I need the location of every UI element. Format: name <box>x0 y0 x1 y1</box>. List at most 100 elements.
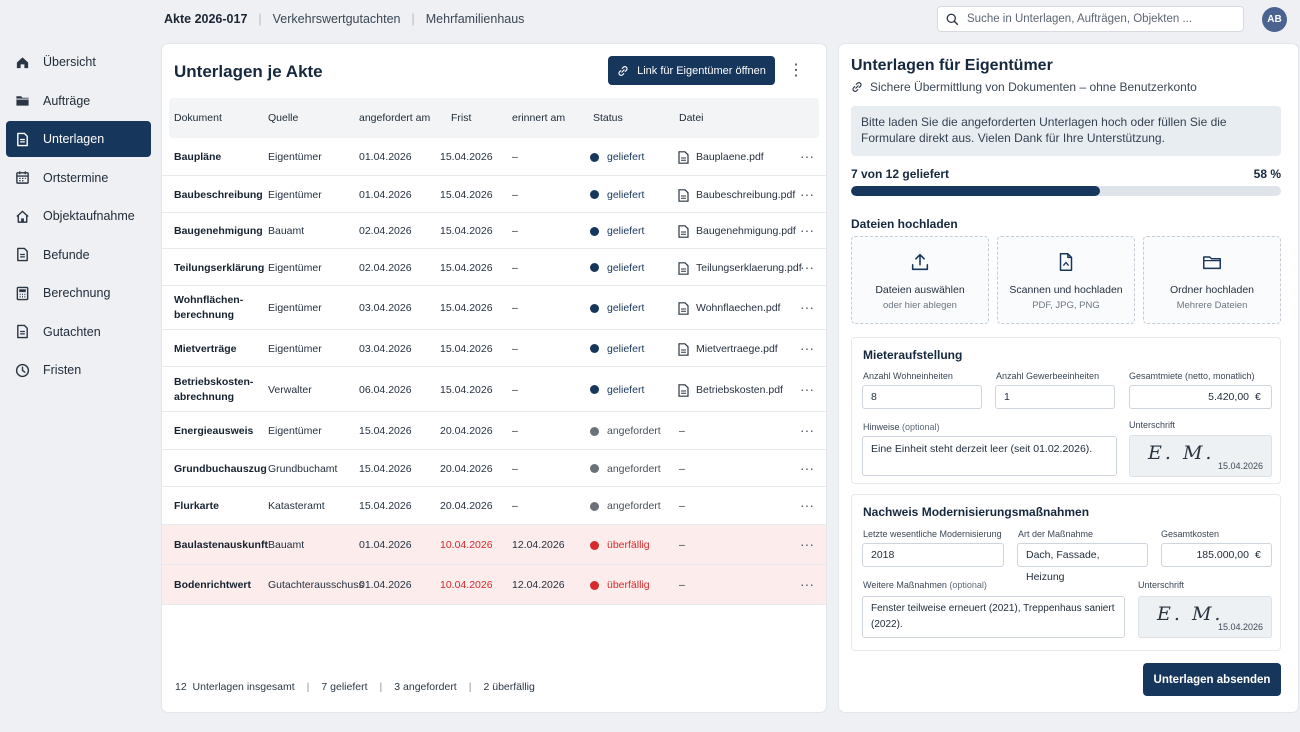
signature-date: 15.04.2026 <box>1217 461 1263 471</box>
breadcrumb-type[interactable]: Verkehrswertgutachten <box>272 12 401 26</box>
breadcrumb-file[interactable]: Akte 2026-017 <box>164 12 248 26</box>
document-name: Baubeschreibung <box>174 188 263 201</box>
column-header-quelle[interactable]: Quelle <box>268 112 299 124</box>
status-badge: geliefert <box>607 383 645 396</box>
open-owner-link-button[interactable]: Link für Eigentümer öffnen <box>608 56 775 85</box>
sidebar-item-objektaufnahme[interactable]: Objektaufnahme <box>6 198 151 234</box>
column-header-datei[interactable]: Datei <box>679 112 704 124</box>
info-box: Bitte laden Sie die angeforderten Unterl… <box>851 106 1281 156</box>
file-link[interactable]: Wohnflaechen.pdf <box>696 302 781 314</box>
row-more-icon[interactable]: ··· <box>800 258 814 275</box>
row-more-icon[interactable]: ··· <box>800 222 814 238</box>
link-icon <box>618 65 628 76</box>
owner-panel-subtitle-text: Sichere Übermittlung von Dokumenten – oh… <box>870 80 1197 94</box>
table-row[interactable]: Grundbuchauszug Grundbuchamt 15.04.2026 20.… <box>162 450 826 487</box>
total-rent-input[interactable]: 5.420,00 <box>1129 385 1272 409</box>
status-dot <box>590 226 599 236</box>
table-row[interactable]: Wohnflächen- berechnung Eigentümer 03.04.2… <box>162 286 826 330</box>
folder-icon <box>1203 256 1221 270</box>
modernization-year-label: Letzte wesentliche Modernisierung <box>863 529 1002 539</box>
calculator-icon <box>16 286 29 300</box>
sidebar-item-label: Gutachten <box>43 324 101 339</box>
table-row[interactable]: Flurkarte Katasteramt 15.04.2026 20.04.2026… <box>162 487 826 525</box>
upload-option-sub: Mehrere Dateien <box>1176 300 1248 311</box>
sidebar-item-label: Objektaufnahme <box>43 209 135 223</box>
search-input[interactable]: Suche in Unterlagen, Aufträgen, Objekten… <box>937 6 1244 32</box>
currency-label: € <box>1255 391 1261 403</box>
row-more-icon[interactable]: ··· <box>800 339 814 356</box>
modernization-year-input[interactable]: 2018 <box>862 543 1004 567</box>
sidebar-item-aufträge[interactable]: Aufträge <box>6 83 151 119</box>
reminded-date: – <box>512 302 518 314</box>
row-more-icon[interactable]: ··· <box>800 459 814 476</box>
row-more-icon[interactable]: ··· <box>800 148 814 164</box>
column-header-erinnert[interactable]: erinnert am <box>512 112 566 124</box>
notes-label: Hinweise (optional) <box>863 422 940 432</box>
file-link[interactable]: Bauplaene.pdf <box>696 151 764 163</box>
table-row[interactable]: Baugenehmigung Bauamt 02.04.2026 15.04.2026… <box>162 213 826 249</box>
table-row[interactable]: Bodenrichtwert Gutachterausschuss 01.04.20… <box>162 565 826 605</box>
table-row[interactable]: Baulastenauskunft Bauamt 01.04.2026 10.04.2… <box>162 525 826 565</box>
table-row[interactable]: Teilungserklärung Eigentümer 02.04.2026 15.… <box>162 249 826 286</box>
row-more-icon[interactable]: ··· <box>800 576 814 592</box>
file-link[interactable]: Baubeschreibung.pdf <box>696 188 796 201</box>
row-more-icon[interactable]: ··· <box>800 536 814 552</box>
modernization-form: Nachweis Modernisierungsmaßnahmen Letzte… <box>851 494 1281 651</box>
file-link: – <box>679 539 685 551</box>
file-link[interactable]: Teilungserklaerung.pdf <box>696 261 802 274</box>
file-link[interactable]: Betriebskosten.pdf <box>696 383 783 396</box>
row-more-icon[interactable]: ··· <box>800 380 814 397</box>
row-more-icon[interactable]: ··· <box>800 299 814 315</box>
sidebar-item-befunde[interactable]: Befunde <box>6 237 151 273</box>
status-badge: geliefert <box>607 225 645 237</box>
table-row[interactable]: Betriebskosten- abrechnung Verwalter 06.04… <box>162 367 826 412</box>
currency-label: € <box>1255 549 1261 561</box>
measure-type-input[interactable]: Dach, Fassade, Heizung <box>1017 543 1148 583</box>
row-more-icon[interactable]: ··· <box>800 422 814 438</box>
residential-units-input[interactable]: 8 <box>862 385 982 409</box>
more-options-icon[interactable]: ⋮ <box>788 62 804 79</box>
file-link[interactable]: Mietvertraege.pdf <box>696 342 778 355</box>
reminded-date: – <box>512 342 518 355</box>
scan-document-icon <box>1059 253 1073 271</box>
avatar[interactable]: AB <box>1262 7 1287 32</box>
document-name: Teilungserklärung <box>174 261 265 274</box>
column-header-dokument[interactable]: Dokument <box>174 112 222 124</box>
breadcrumb-object[interactable]: Mehrfamilienhaus <box>425 12 525 26</box>
owner-upload-panel: Unterlagen für Eigentümer Sichere Übermi… <box>839 44 1298 712</box>
signature-label: Unterschrift <box>1138 580 1185 590</box>
document-icon <box>17 324 28 339</box>
signature-date: 15.04.2026 <box>1217 622 1263 632</box>
summary-overdue: 2 überfällig <box>483 681 535 693</box>
table-row[interactable]: Mietverträge Eigentümer 03.04.2026 15.04.20… <box>162 330 826 367</box>
row-more-icon[interactable]: ··· <box>800 185 814 202</box>
folder-upload-dropzone[interactable]: Ordner hochladen Mehrere Dateien <box>1143 236 1281 324</box>
column-header-angefordert[interactable]: angefordert am <box>359 112 431 124</box>
status-badge: geliefert <box>607 261 645 274</box>
signature-field[interactable]: E. M. 15.04.2026 <box>1138 596 1272 638</box>
file-link[interactable]: Baugenehmigung.pdf <box>696 225 796 237</box>
row-more-icon[interactable]: ··· <box>800 497 814 513</box>
table-row[interactable]: Baupläne Eigentümer 01.04.2026 15.04.2026 – g… <box>162 138 826 176</box>
commercial-units-input[interactable]: 1 <box>995 385 1115 409</box>
sidebar-item-berechnung[interactable]: Berechnung <box>6 275 151 311</box>
table-row[interactable]: Energieausweis Eigentümer 15.04.2026 20.04.… <box>162 412 826 450</box>
sidebar-item-unterlagen[interactable]: Unterlagen <box>6 121 151 157</box>
upload-option-label: Dateien auswählen <box>875 284 965 296</box>
further-measures-textarea[interactable]: Fenster teilweise erneuert (2021), Trepp… <box>862 596 1125 638</box>
open-owner-link-label: Link für Eigentümer öffnen <box>637 64 766 77</box>
sidebar-item-übersicht[interactable]: Übersicht <box>6 44 151 80</box>
column-header-frist[interactable]: Frist <box>451 112 472 124</box>
column-header-status[interactable]: Status <box>593 112 623 124</box>
submit-documents-button[interactable]: Unterlagen absenden <box>1143 663 1281 696</box>
sidebar-item-fristen[interactable]: Fristen <box>6 352 151 388</box>
total-cost-input[interactable]: 185.000,00 <box>1161 543 1272 567</box>
owner-panel-title: Unterlagen für Eigentümer <box>851 57 1053 74</box>
sidebar-item-gutachten[interactable]: Gutachten <box>6 314 151 350</box>
sidebar-item-ortstermine[interactable]: Ortstermine <box>6 160 151 196</box>
upload-files-dropzone[interactable]: Dateien auswählen oder hier ablegen <box>851 236 989 324</box>
table-row[interactable]: Baubeschreibung Eigentümer 01.04.2026 15.04… <box>162 176 826 213</box>
scan-upload-dropzone[interactable]: Scannen und hochladen PDF, JPG, PNG <box>997 236 1135 324</box>
notes-textarea[interactable]: Eine Einheit steht derzeit leer (seit 01… <box>862 436 1117 476</box>
signature-field[interactable]: E. M. 15.04.2026 <box>1129 435 1272 477</box>
